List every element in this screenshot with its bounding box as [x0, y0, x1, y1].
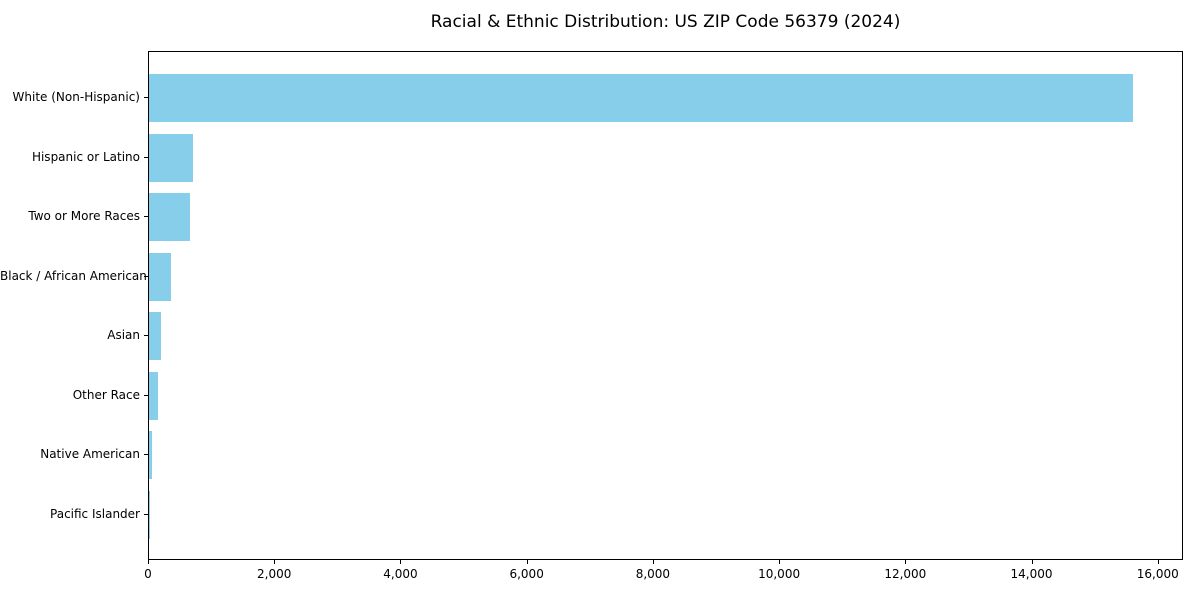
x-tick-mark-4: [652, 560, 654, 564]
x-tick-label-7: 14,000: [1010, 567, 1053, 581]
x-tick-mark-3: [526, 560, 528, 564]
chart-title: Racial & Ethnic Distribution: US ZIP Cod…: [430, 12, 901, 32]
y-tick-label-5: Other Race: [72, 387, 140, 402]
y-tick-mark-4: [144, 335, 148, 337]
bar-6: [149, 431, 152, 480]
x-tick-label-0: 0: [144, 567, 152, 581]
x-tick-label-2: 4,000: [383, 567, 418, 581]
y-tick-label-2: Two or More Races: [28, 209, 140, 224]
y-tick-mark-3: [144, 275, 148, 277]
x-tick-label-8: 16,000: [1136, 567, 1179, 581]
x-tick-mark-0: [148, 560, 149, 564]
x-tick-mark-8: [1157, 560, 1159, 564]
x-tick-mark-5: [779, 560, 781, 564]
x-tick-mark-7: [1031, 560, 1033, 564]
x-tick-mark-2: [400, 560, 402, 564]
bar-4: [149, 312, 161, 361]
y-tick-mark-1: [144, 156, 148, 158]
x-tick-mark-1: [274, 560, 276, 564]
plot-area: [148, 51, 1183, 560]
x-tick-label-4: 8,000: [635, 567, 671, 581]
y-tick-label-6: Native American: [40, 447, 140, 462]
bar-2: [149, 193, 190, 242]
bar-5: [149, 371, 158, 420]
y-tick-mark-7: [144, 513, 148, 515]
y-tick-mark-5: [144, 394, 148, 396]
y-tick-mark-6: [144, 454, 148, 456]
x-tick-label-1: 2,000: [257, 567, 292, 581]
y-tick-label-3: Black / African American: [0, 268, 147, 283]
bar-3: [149, 252, 172, 301]
x-tick-label-5: 10,000: [758, 567, 801, 581]
y-tick-mark-0: [144, 97, 148, 98]
y-tick-label-1: Hispanic or Latino: [31, 149, 140, 164]
bar-0: [149, 74, 1134, 122]
x-tick-mark-6: [905, 560, 907, 564]
x-tick-label-3: 6,000: [509, 567, 544, 581]
y-tick-mark-2: [144, 216, 148, 218]
bar-1: [149, 133, 194, 182]
y-tick-label-4: Asian: [107, 328, 140, 343]
x-tick-label-6: 12,000: [884, 567, 927, 581]
y-tick-label-0: White (Non-Hispanic): [12, 90, 140, 104]
y-tick-label-7: Pacific Islander: [50, 506, 140, 521]
